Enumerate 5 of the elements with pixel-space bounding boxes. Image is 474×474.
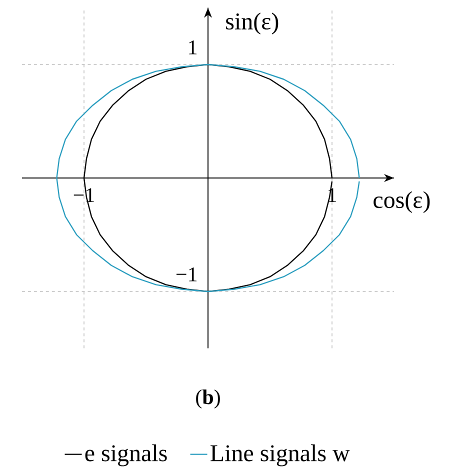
legend-label: e signals <box>85 444 167 466</box>
x-axis-title: cos(ε) <box>374 191 430 213</box>
y-axis-title: sin(ε) <box>226 12 278 34</box>
text: (b) <box>196 389 220 409</box>
legend-label: Line signals w <box>210 444 350 466</box>
